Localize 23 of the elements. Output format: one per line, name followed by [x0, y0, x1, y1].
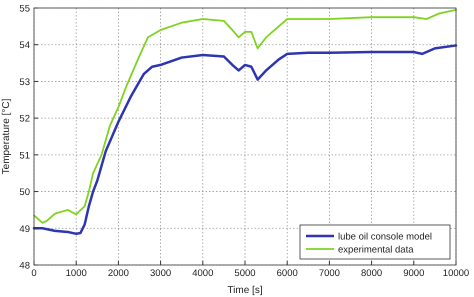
y-tick-label: 52: [19, 114, 30, 125]
x-tick-label: 0: [31, 268, 37, 279]
x-tick-label: 6000: [276, 268, 298, 279]
legend-label: experimental data: [338, 244, 414, 256]
y-tick-label: 50: [19, 187, 30, 198]
y-tick-label: 48: [19, 260, 30, 272]
y-tick-label: 55: [19, 4, 30, 14]
x-tick-label: 7000: [318, 268, 340, 279]
x-tick-label: 8000: [361, 268, 382, 279]
y-tick-label: 49: [19, 224, 30, 235]
x-tick-label: 9000: [403, 268, 424, 279]
x-tick-label: 5000: [234, 268, 256, 279]
y-tick-label: 54: [19, 40, 30, 52]
x-tick-label: 2000: [108, 268, 129, 279]
x-tick-label: 10000: [442, 268, 470, 279]
y-tick-label: 51: [19, 150, 30, 162]
legend-label: lube oil console model: [338, 232, 432, 242]
x-tick-label: 1000: [66, 268, 87, 279]
y-axis-title: Temperature [°C]: [1, 98, 12, 174]
x-axis-title: Time [s]: [227, 285, 263, 296]
x-tick-label: 3000: [150, 268, 172, 279]
y-tick-label: 53: [19, 76, 30, 88]
x-tick-label: 4000: [192, 268, 214, 279]
